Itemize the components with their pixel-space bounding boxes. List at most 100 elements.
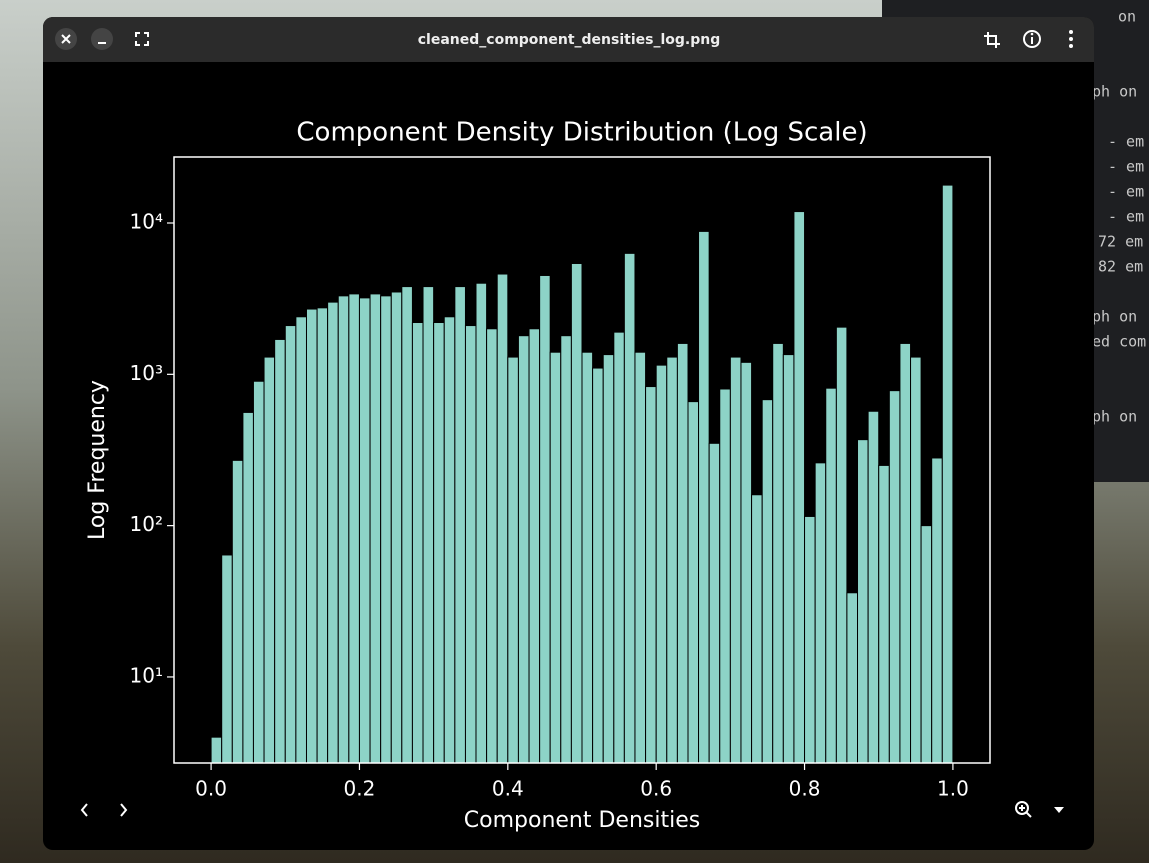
next-button[interactable] [120,803,128,817]
histogram-bar [528,328,541,764]
x-tick-label: 0.8 [789,777,821,801]
histogram-bar [698,230,710,764]
histogram-bar [751,494,763,764]
x-tick-label: 0.4 [492,777,524,801]
histogram-bar [210,736,223,764]
histogram-bar [602,354,615,764]
histogram-bar [316,307,329,764]
histogram-bar [274,338,286,764]
histogram-bar [931,457,943,764]
terminal-line: - em [1108,158,1144,176]
histogram-bar [570,262,583,764]
fullscreen-button[interactable] [135,32,149,46]
histogram-bar [390,291,403,764]
histogram-bar [719,388,731,764]
header-bar [43,17,1094,62]
histogram-bar [634,351,647,764]
histogram-bar [910,356,922,764]
histogram-bar [814,462,827,764]
histogram-bar [242,411,254,764]
plot-frame [173,156,991,764]
histogram-bar [878,464,890,764]
histogram-bar [539,274,551,764]
close-button[interactable] [55,28,77,50]
histogram-bar [666,356,678,764]
histogram-bar [613,331,625,764]
histogram-bar [708,442,721,764]
histogram-bar [560,335,572,764]
histogram-bar [761,399,774,764]
histogram-bar [920,525,933,764]
crop-button[interactable] [984,32,1000,48]
histogram-bar [443,316,456,764]
histogram-bar [433,322,445,764]
histogram-bar [507,356,519,764]
terminal-line: 72 em [1098,233,1143,251]
histogram-bar [857,439,869,764]
histogram-bar [305,308,318,764]
y-tick-label: 10¹ [130,663,163,687]
zoom-menu-button[interactable] [1054,807,1064,813]
histogram-bar [337,295,350,764]
histogram-bar [941,184,954,764]
histogram-bar [380,295,392,764]
histogram-bar [263,356,276,764]
terminal-line: ed com [1092,333,1146,351]
x-tick-label: 0.2 [344,777,376,801]
histogram-bar [517,335,530,764]
histogram-bar [411,322,424,764]
histogram-bar [645,386,657,764]
histogram-bar [782,354,795,764]
histogram-bar [899,342,912,764]
histogram-bar [888,390,901,764]
histogram-bar [486,328,498,764]
histogram-bar [496,273,509,764]
histogram-bar [422,286,435,764]
histogram-bar [867,410,880,764]
histogram-bar [687,401,700,764]
zoom-button[interactable] [1015,801,1032,818]
previous-button[interactable] [80,803,88,817]
histogram-bar [581,351,594,764]
x-axis-label: Component Densities [464,808,700,833]
histogram-bar [401,286,413,764]
terminal-line: ph on [1092,83,1137,101]
histogram-bar [252,380,265,764]
chart: Component Density Distribution (Log Scal… [85,118,991,833]
histogram-bar [804,515,816,764]
histogram-bar [729,356,742,764]
histogram-bar [358,297,371,764]
histogram-bar [475,282,488,764]
histogram-bar [740,361,753,764]
x-tick-label: 1.0 [937,777,969,801]
y-tick-label: 10² [130,512,163,536]
histogram-bar [655,364,668,764]
histogram-bar [592,367,604,764]
chart-title: Component Density Distribution (Log Scal… [296,118,867,148]
menu-button[interactable] [1069,30,1073,48]
histogram-bar [221,554,233,764]
histogram-bar [464,325,477,764]
histogram-bar [295,316,307,764]
minimize-button[interactable] [91,28,113,50]
histogram-bar [676,342,689,764]
terminal-line: 82 em [1098,258,1143,276]
terminal-line: on [1118,8,1136,26]
histogram-bar [549,351,562,764]
histogram-bar [231,459,244,764]
terminal-line: - em [1108,133,1144,151]
histogram-bar [623,252,636,764]
histogram-bar [369,293,382,764]
histogram-bar [846,592,859,764]
y-axis-label: Log Frequency [85,380,110,540]
info-button[interactable] [1023,30,1041,48]
histogram-bar [835,326,848,764]
terminal-line: ph on [1092,408,1137,426]
histogram-bar [825,387,837,764]
x-tick-label: 0.6 [640,777,672,801]
terminal-line: - em [1108,183,1144,201]
histogram-bar [772,342,784,764]
histogram-bar [348,293,360,764]
histogram-bar [327,301,339,764]
